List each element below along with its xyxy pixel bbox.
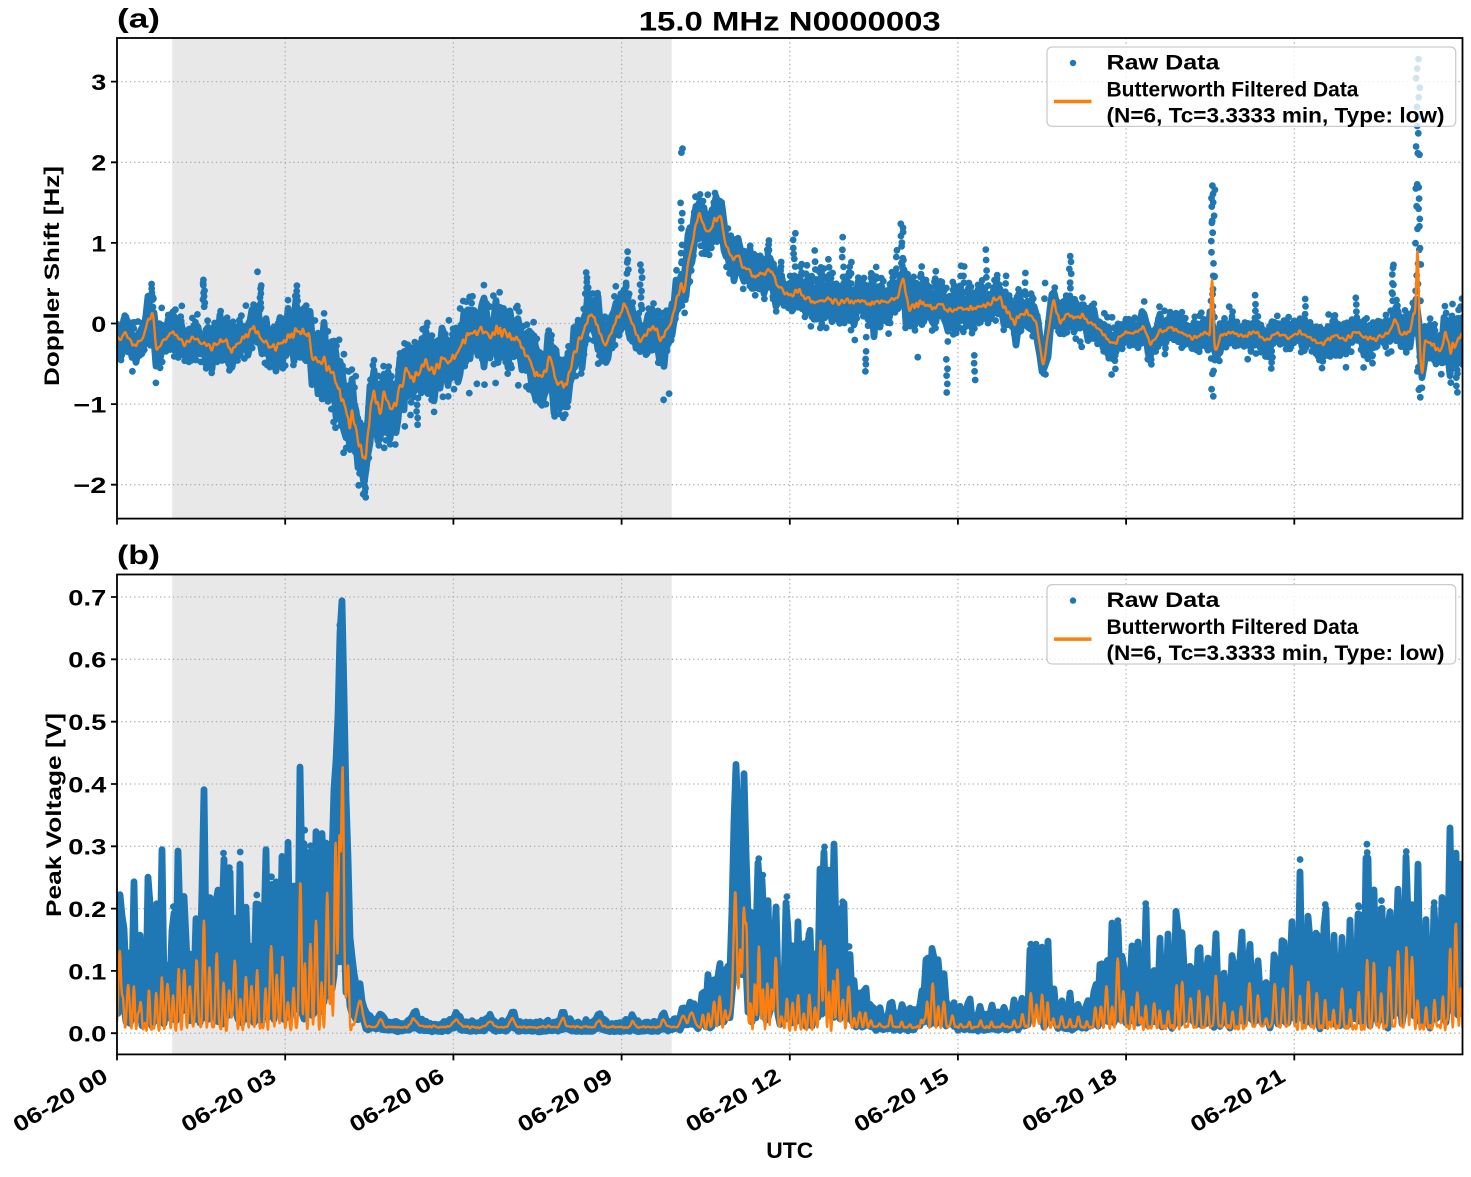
svg-text:0.7: 0.7 <box>68 585 106 610</box>
svg-text:0.3: 0.3 <box>68 835 106 860</box>
svg-text:Raw Data: Raw Data <box>1107 52 1220 75</box>
svg-text:(b): (b) <box>117 540 160 570</box>
svg-text:(N=6, Tc=3.3333 min, Type: low: (N=6, Tc=3.3333 min, Type: low) <box>1107 104 1445 127</box>
svg-text:0.1: 0.1 <box>68 959 106 984</box>
svg-text:Peak Voltage [V]: Peak Voltage [V] <box>42 713 66 917</box>
svg-text:(N=6, Tc=3.3333 min, Type: low: (N=6, Tc=3.3333 min, Type: low) <box>1107 642 1445 665</box>
svg-text:0.5: 0.5 <box>68 710 106 735</box>
svg-text:Butterworth Filtered Data: Butterworth Filtered Data <box>1107 79 1359 102</box>
svg-text:15.0 MHz N0000003: 15.0 MHz N0000003 <box>639 6 941 36</box>
svg-text:1: 1 <box>91 231 106 256</box>
svg-text:3: 3 <box>91 70 106 95</box>
svg-text:Butterworth Filtered Data: Butterworth Filtered Data <box>1107 616 1359 639</box>
svg-text:0.2: 0.2 <box>68 897 106 922</box>
svg-text:−1: −1 <box>73 393 106 418</box>
svg-text:−2: −2 <box>73 473 106 498</box>
svg-text:0.6: 0.6 <box>68 648 106 673</box>
svg-text:Raw Data: Raw Data <box>1107 589 1220 612</box>
svg-text:0: 0 <box>91 312 106 337</box>
svg-text:Doppler Shift [Hz]: Doppler Shift [Hz] <box>40 166 64 386</box>
svg-text:UTC: UTC <box>766 1138 813 1163</box>
svg-text:0.0: 0.0 <box>68 1022 106 1047</box>
svg-text:(a): (a) <box>117 4 160 34</box>
svg-text:2: 2 <box>91 151 106 176</box>
svg-text:0.4: 0.4 <box>68 772 107 797</box>
